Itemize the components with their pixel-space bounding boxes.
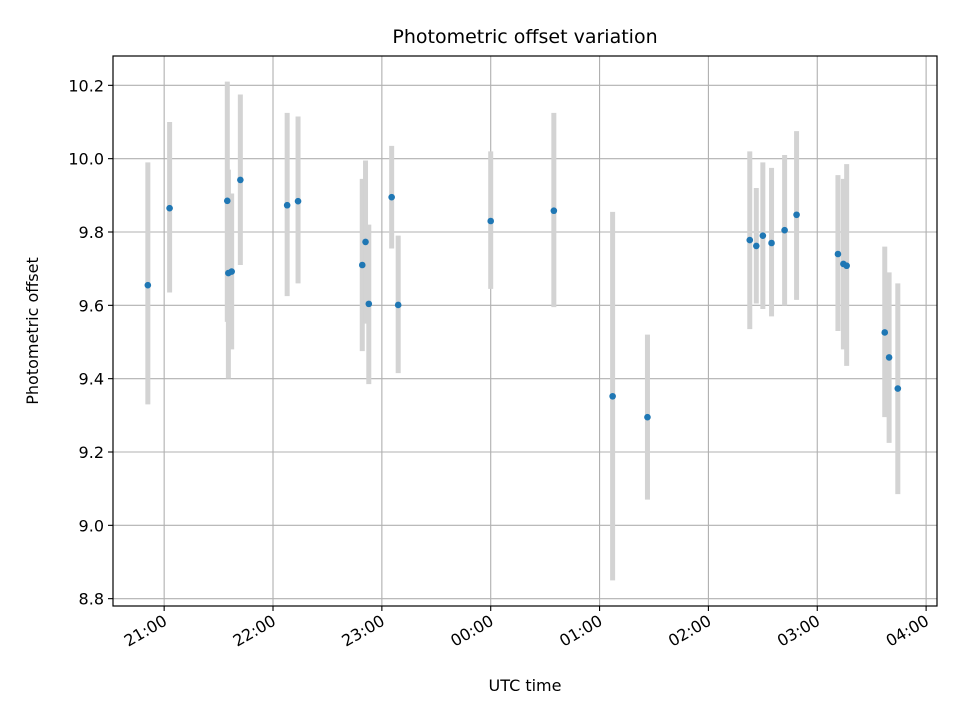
data-point [759, 232, 767, 239]
data-point [609, 392, 616, 400]
y-tick-label: 9.2 [79, 443, 104, 462]
data-point [834, 250, 842, 258]
data-point [394, 301, 402, 309]
grid [113, 56, 937, 606]
y-tick-label: 10.0 [68, 150, 104, 169]
data-point [362, 238, 369, 246]
y-tick-label: 9.8 [79, 223, 104, 242]
y-tick-label: 9.0 [79, 516, 104, 535]
y-axis-label: Photometric offset [23, 257, 42, 405]
data-point [768, 239, 775, 247]
y-tick-label: 10.2 [68, 76, 104, 95]
data-point [237, 176, 244, 184]
data-point [388, 193, 395, 201]
data-point [166, 204, 173, 212]
data-point [283, 201, 291, 209]
y-axis: 8.8 9.0 9.2 9.4 9.6 9.8 10.0 10.2 [68, 76, 113, 609]
y-tick-label: 9.4 [79, 370, 104, 389]
data-point [228, 268, 235, 275]
data-point [753, 242, 760, 250]
chart-title: Photometric offset variation [392, 26, 657, 48]
data-point [144, 281, 152, 289]
y-tick-label: 8.8 [79, 590, 104, 609]
data-point [550, 207, 558, 215]
data-point [294, 197, 302, 205]
plot-frame [112, 55, 938, 607]
data-point [781, 226, 788, 234]
data-point [223, 197, 231, 205]
data-point [894, 385, 902, 392]
data-point [746, 236, 754, 244]
data-point [793, 211, 800, 219]
data-points [144, 176, 902, 421]
y-tick-label: 9.6 [79, 296, 104, 315]
data-point [644, 413, 651, 421]
data-point [843, 262, 850, 270]
x-axis-label: UTC time [489, 676, 562, 695]
data-point [885, 354, 893, 361]
data-point [358, 261, 366, 269]
data-point [881, 329, 889, 336]
data-point [487, 217, 495, 225]
data-point [365, 300, 373, 308]
